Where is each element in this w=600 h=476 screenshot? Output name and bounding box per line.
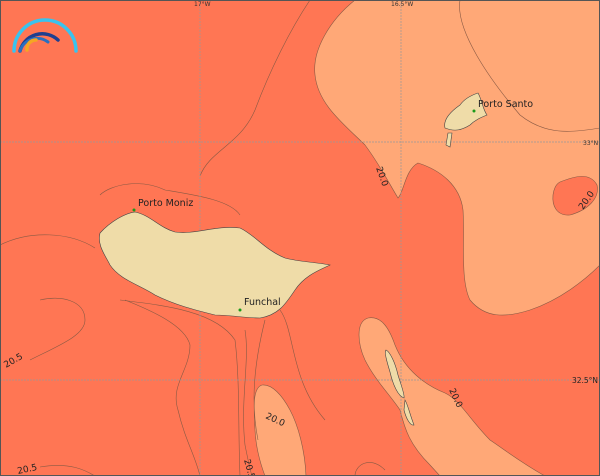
contour-label: 20.5 [241,458,256,476]
cool-zone-southeast [358,317,546,476]
city-label-porto-santo: Porto Santo [478,99,533,110]
city-label-funchal: Funchal [244,297,281,308]
lat-label: 33°N [583,140,598,147]
porto-santo-island [444,92,488,148]
contour-label: 20.5 [17,463,39,476]
lat-label: 32.5°N [572,376,598,385]
lon-label: 17°W [194,1,211,8]
madeira-island [99,211,331,319]
city-label-porto-moniz: Porto Moniz [138,198,193,209]
land [99,92,488,426]
desertas-island-north [385,349,405,399]
city-markers [132,109,476,312]
warm-blob-east [552,176,598,216]
lon-label: 16.5°W [391,1,413,8]
cool-zone-south [253,384,307,476]
rainbow-arcs-logo [12,18,78,53]
cool-zone-north [314,0,600,316]
desertas-island-south [403,399,415,426]
